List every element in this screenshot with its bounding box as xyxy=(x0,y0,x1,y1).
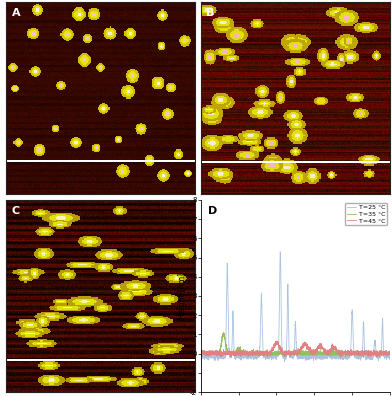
T=25 °C xyxy=(286,283,290,287)
Text: D: D xyxy=(209,206,218,216)
T=45 °C xyxy=(361,355,366,360)
T=25 °C xyxy=(388,353,392,358)
T=45 °C xyxy=(285,351,290,356)
T=45 °C xyxy=(198,348,203,353)
Line: T=25 °C: T=25 °C xyxy=(201,252,390,362)
T=35 °C xyxy=(382,349,387,354)
T=25 °C xyxy=(382,354,387,359)
T=45 °C xyxy=(388,350,392,354)
T=25 °C xyxy=(278,249,283,254)
Y-axis label: Height [nm]: Height [nm] xyxy=(178,273,187,319)
T=45 °C xyxy=(274,339,279,344)
T=45 °C xyxy=(382,350,387,355)
Text: A: A xyxy=(11,8,20,18)
Line: T=35 °C: T=35 °C xyxy=(201,333,390,357)
T=35 °C xyxy=(343,354,348,359)
T=35 °C xyxy=(198,349,203,354)
Text: C: C xyxy=(11,206,20,216)
Text: B: B xyxy=(207,8,215,18)
T=45 °C xyxy=(382,351,387,356)
T=35 °C xyxy=(208,353,213,358)
T=25 °C xyxy=(290,353,295,358)
T=35 °C xyxy=(388,353,392,358)
T=25 °C xyxy=(348,352,352,357)
T=35 °C xyxy=(221,330,226,335)
T=35 °C xyxy=(382,351,387,356)
T=25 °C xyxy=(208,355,213,360)
T=25 °C xyxy=(382,354,387,358)
Legend: T=25 °C, T=35 °C, T=45 °C: T=25 °C, T=35 °C, T=45 °C xyxy=(345,203,387,225)
T=45 °C xyxy=(348,349,352,354)
T=25 °C xyxy=(282,359,287,364)
T=45 °C xyxy=(208,351,213,356)
Line: T=45 °C: T=45 °C xyxy=(201,341,390,357)
T=45 °C xyxy=(290,351,295,356)
T=35 °C xyxy=(348,351,352,356)
T=35 °C xyxy=(285,349,290,354)
T=25 °C xyxy=(198,354,203,359)
T=35 °C xyxy=(290,350,295,355)
